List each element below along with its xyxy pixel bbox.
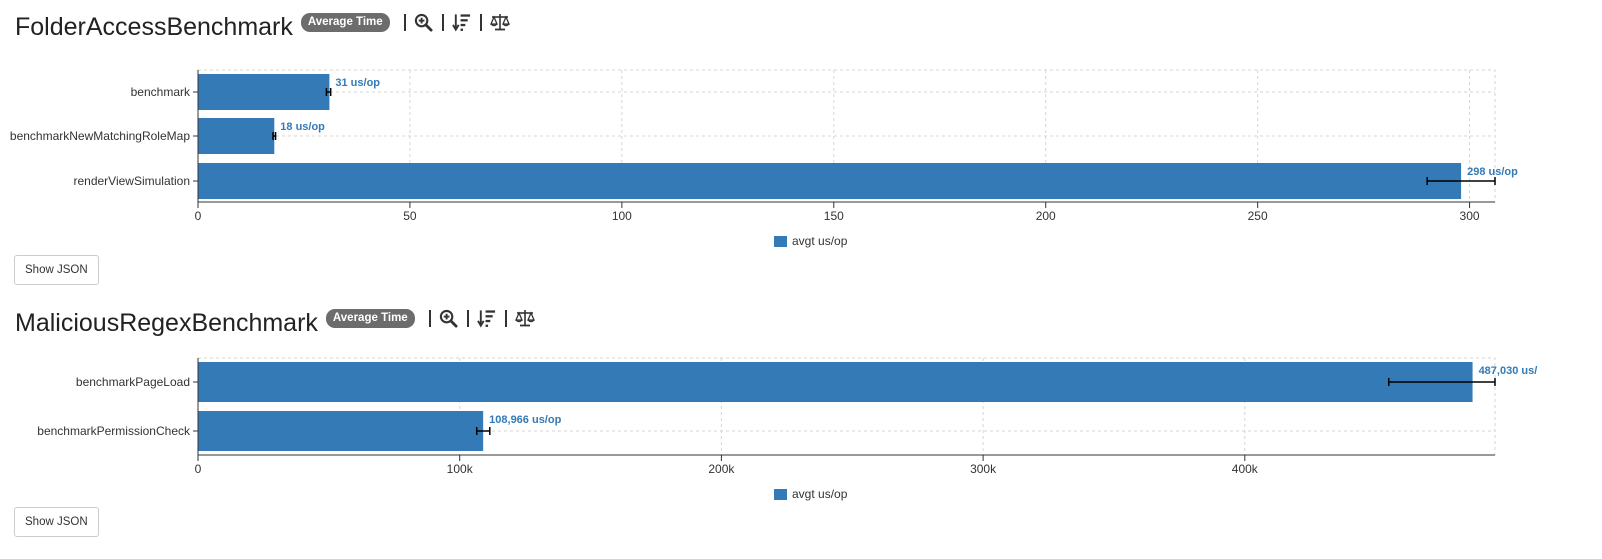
chart-header: MaliciousRegexBenchmark Average Time bbox=[15, 306, 535, 340]
toolbar-divider bbox=[466, 309, 469, 327]
legend-label: avgt us/op bbox=[792, 234, 848, 248]
chart-toolbar bbox=[421, 307, 535, 329]
x-tick-label: 150 bbox=[824, 209, 844, 223]
category-label: benchmarkPageLoad bbox=[76, 375, 190, 389]
chart-legend: avgt us/op bbox=[774, 487, 847, 501]
mode-badge: Average Time bbox=[325, 309, 415, 328]
x-tick-label: 50 bbox=[403, 209, 417, 223]
mode-badge: Average Time bbox=[300, 13, 390, 32]
legend-swatch bbox=[774, 235, 787, 247]
data-label: 298 us/op bbox=[1467, 166, 1518, 178]
x-tick-label: 200 bbox=[1036, 209, 1056, 223]
bar bbox=[198, 411, 484, 451]
show-json-button[interactable]: Show JSON bbox=[14, 507, 99, 537]
x-tick-label: 0 bbox=[195, 462, 202, 476]
bar-chart: 0 50 100 150 200 250 300 31 us/op benchmark 18 us… bbox=[0, 0, 1602, 225]
data-label: 108,966 us/op bbox=[489, 414, 561, 426]
legend-swatch bbox=[774, 488, 787, 500]
balance-scale-icon[interactable] bbox=[514, 308, 535, 328]
chart-legend: avgt us/op bbox=[774, 234, 847, 248]
x-tick-label: 300 bbox=[1460, 209, 1480, 223]
x-tick-label: 300k bbox=[970, 462, 997, 476]
benchmark-section-malicious-regex: MaliciousRegexBenchmark Average Time 0 10… bbox=[0, 296, 1602, 559]
bar bbox=[198, 74, 330, 110]
toolbar-divider bbox=[428, 309, 431, 327]
toolbar-divider bbox=[479, 13, 482, 31]
chart-toolbar bbox=[396, 11, 510, 33]
x-tick-label: 100k bbox=[447, 462, 474, 476]
sort-descending-icon[interactable] bbox=[452, 12, 472, 32]
bar-chart-svg: 0 100k 200k 300k 400k 487,030 us/benchmarkPag… bbox=[37, 357, 1538, 476]
chart-header: FolderAccessBenchmark Average Time bbox=[15, 10, 510, 44]
x-tick-label: 100 bbox=[612, 209, 632, 223]
chart-title: MaliciousRegexBenchmark bbox=[15, 309, 318, 337]
x-tick-label: 200k bbox=[708, 462, 735, 476]
category-label: benchmarkNewMatchingRoleMap bbox=[10, 129, 190, 143]
bar bbox=[198, 362, 1473, 402]
bar-chart-svg: 0 50 100 150 200 250 300 31 us/op benchmark 18 us… bbox=[10, 69, 1518, 223]
x-tick-label: 400k bbox=[1232, 462, 1259, 476]
x-tick-label: 250 bbox=[1248, 209, 1268, 223]
toolbar-divider bbox=[403, 13, 406, 31]
category-label: renderViewSimulation bbox=[73, 174, 190, 188]
chart-title: FolderAccessBenchmark bbox=[15, 13, 293, 41]
data-label: 31 us/op bbox=[335, 77, 380, 89]
benchmark-section-folder-access: FolderAccessBenchmark Average Time 0 50 10… bbox=[0, 0, 1602, 285]
bar bbox=[198, 163, 1462, 199]
data-label: 487,030 us/ bbox=[1479, 365, 1538, 377]
category-label: benchmark bbox=[131, 85, 191, 99]
data-label: 18 us/op bbox=[280, 121, 325, 133]
show-json-button[interactable]: Show JSON bbox=[14, 255, 99, 285]
bar-chart: 0 100k 200k 300k 400k 487,030 us/benchmarkPag… bbox=[0, 296, 1602, 481]
balance-scale-icon[interactable] bbox=[489, 12, 510, 32]
toolbar-divider bbox=[504, 309, 507, 327]
legend-label: avgt us/op bbox=[792, 487, 848, 501]
sort-descending-icon[interactable] bbox=[477, 308, 497, 328]
zoom-in-icon[interactable] bbox=[414, 12, 434, 32]
toolbar-divider bbox=[441, 13, 444, 31]
category-label: benchmarkPermissionCheck bbox=[37, 424, 191, 438]
x-tick-label: 0 bbox=[195, 209, 202, 223]
bar bbox=[198, 118, 275, 154]
zoom-in-icon[interactable] bbox=[439, 308, 459, 328]
